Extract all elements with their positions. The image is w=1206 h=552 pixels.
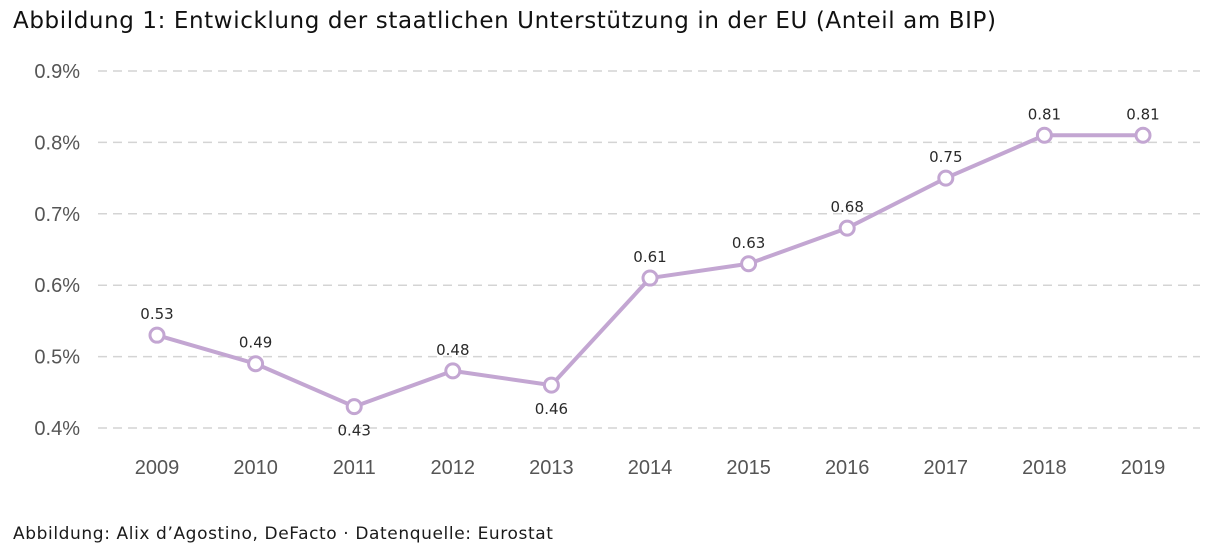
y-tick-label: 0.9% bbox=[34, 61, 80, 83]
source-footer: Abbildung: Alix d’Agostino, DeFacto · Da… bbox=[13, 524, 554, 544]
y-tick-label: 0.8% bbox=[34, 132, 80, 154]
data-label: 0.53 bbox=[140, 305, 173, 323]
data-point bbox=[740, 255, 758, 273]
data-label: 0.81 bbox=[1126, 105, 1159, 123]
y-tick-label: 0.6% bbox=[34, 275, 80, 297]
x-tick-label: 2015 bbox=[726, 457, 771, 479]
data-point bbox=[937, 169, 955, 187]
data-label: 0.43 bbox=[337, 422, 370, 440]
data-label: 0.48 bbox=[436, 341, 469, 359]
data-label: 0.68 bbox=[830, 198, 863, 216]
data-label: 0.61 bbox=[633, 248, 666, 266]
data-point bbox=[838, 219, 856, 237]
data-point bbox=[345, 398, 363, 416]
x-tick-label: 2016 bbox=[825, 457, 870, 479]
data-label: 0.49 bbox=[239, 334, 272, 352]
gridlines bbox=[98, 70, 1200, 429]
data-point bbox=[1035, 126, 1053, 144]
data-point bbox=[247, 355, 265, 373]
y-axis-ticks: 0.4% 0.5% 0.6% 0.7% 0.8% 0.9% bbox=[34, 61, 80, 440]
data-point bbox=[1134, 126, 1152, 144]
data-point bbox=[148, 326, 166, 344]
y-tick-label: 0.4% bbox=[34, 418, 80, 440]
data-point bbox=[542, 376, 560, 394]
data-point bbox=[641, 269, 659, 287]
x-tick-label: 2010 bbox=[233, 457, 278, 479]
chart-title: Abbildung 1: Entwicklung der staatlichen… bbox=[13, 8, 997, 34]
x-axis-ticks: 2009 2010 2011 2012 2013 2014 2015 2016 2017 2018… bbox=[135, 457, 1166, 479]
data-labels: 0.53 0.49 0.43 0.48 0.46 0.61 0.63 0.68 0.75 0.81… bbox=[140, 105, 1159, 439]
x-tick-label: 2019 bbox=[1121, 457, 1166, 479]
data-point bbox=[444, 362, 462, 380]
x-tick-label: 2014 bbox=[628, 457, 673, 479]
x-tick-label: 2011 bbox=[333, 457, 376, 479]
x-tick-label: 2013 bbox=[529, 457, 574, 479]
y-tick-label: 0.5% bbox=[34, 347, 80, 369]
data-label: 0.63 bbox=[732, 234, 765, 252]
data-label: 0.46 bbox=[535, 400, 568, 418]
y-tick-label: 0.7% bbox=[34, 204, 80, 226]
x-tick-label: 2012 bbox=[431, 457, 476, 479]
data-label: 0.81 bbox=[1028, 105, 1061, 123]
data-label: 0.75 bbox=[929, 148, 962, 166]
x-tick-label: 2018 bbox=[1022, 457, 1067, 479]
x-tick-label: 2017 bbox=[924, 457, 969, 479]
x-tick-label: 2009 bbox=[135, 457, 180, 479]
data-points bbox=[148, 126, 1152, 416]
